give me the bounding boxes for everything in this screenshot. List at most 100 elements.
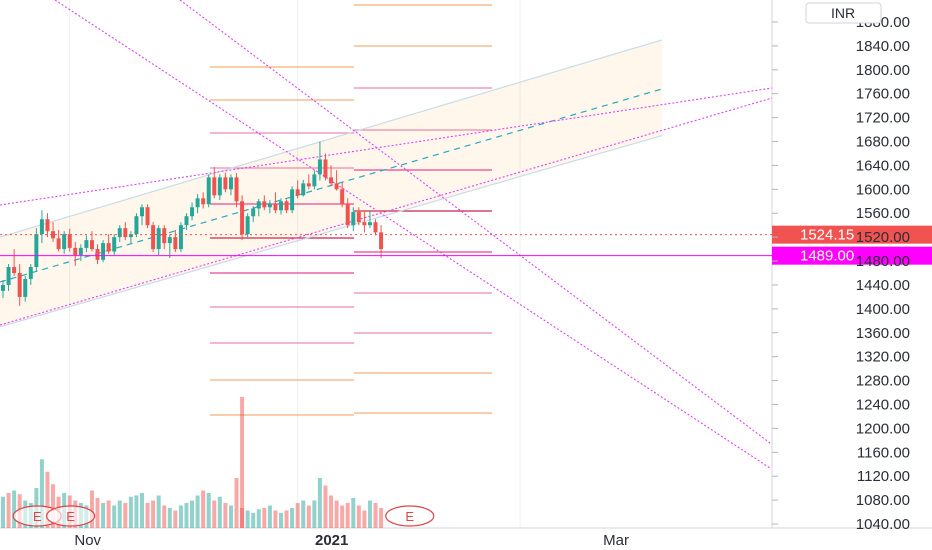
currency-badge[interactable]: INR [805,2,882,24]
candle-body [145,207,150,226]
candle-body [151,225,156,250]
price-axis[interactable]: 1880.001840.001800.001760.001720.001680.… [772,14,910,533]
earnings-marker[interactable] [45,505,96,527]
candle-body [23,278,28,297]
candle-body [306,183,311,187]
y-tick-label: 1320.00 [856,349,910,366]
volume-bar [245,510,250,528]
volume-bar [228,505,233,528]
trend-lines [0,0,773,469]
candle-body [12,267,17,273]
candle-body [51,231,56,239]
volume-bar [273,510,278,528]
volume-bar [190,500,195,528]
volume-bar [351,498,356,528]
earnings-marker[interactable] [385,505,435,527]
volume-bar [334,500,339,528]
candle-body [351,212,356,226]
price-badge[interactable] [772,246,932,265]
candle-body [173,237,178,250]
candlestick-series [1,141,384,306]
channel-lower [0,134,663,328]
candle-body [256,201,261,209]
volume-bar [201,490,206,528]
y-tick-label: 1160.00 [857,444,910,461]
earnings-marker-label: E [405,509,414,524]
currency-badge-box [805,2,882,24]
volume-bar [140,493,144,528]
volume-bar [345,503,350,528]
candle-body [162,228,167,244]
candle-body [178,225,183,250]
currency-label: INR [831,5,855,21]
candle-body [317,159,322,175]
volume-bar [256,509,261,528]
y-tick-label: 1280.00 [856,373,910,390]
volume-bar [184,503,189,528]
volume-bar [95,498,100,528]
candle-body [251,208,256,217]
price-badge[interactable] [772,225,932,244]
candle-body [17,273,22,297]
volume-bar [173,510,178,528]
candle-body [240,201,245,235]
candle-body [106,243,111,252]
candle-body [212,177,217,196]
volume-bar [134,495,139,528]
candle-body [273,204,278,211]
y-tick-label: 1640.00 [856,157,910,174]
candle-body [329,177,334,184]
candle-body [28,267,33,279]
volume-bar [373,503,378,528]
candle-body [1,284,5,291]
candle-body [345,204,350,226]
candle-body [156,228,161,250]
candle-body [190,207,195,217]
volume-bar [290,508,295,528]
volume-bar [162,505,167,528]
volume-bar [367,500,372,528]
candle-body [112,237,117,252]
y-tick-label: 1040.00 [856,516,910,533]
volume-bar [117,500,122,528]
y-tick-label: 1720.00 [856,110,910,127]
volume-bar [45,471,50,528]
candle-body [117,228,122,238]
candle-body [340,189,345,205]
candle-body [356,212,361,223]
candle-body [84,240,89,248]
y-tick-label: 1080.00 [856,492,910,509]
candle-body [362,222,367,226]
volume-bar [217,496,222,528]
y-tick-label: 1440.00 [856,277,910,294]
volume-bar-spike [240,396,245,528]
volume-bar [251,513,256,528]
candle-body [123,228,128,238]
volume-bar [356,505,361,528]
candle-body [323,159,328,178]
x-tick-label: 2021 [315,532,348,549]
y-tick-label: 1240.00 [856,396,910,413]
time-axis[interactable]: Nov 2021 Mar [74,532,629,549]
volume-bar [379,508,384,528]
earnings-marker-label: E [33,509,42,524]
candle-body [379,232,384,250]
candle-body [334,183,339,190]
candle-body [101,243,106,260]
candle-body [373,222,378,233]
y-tick-label: 1600.00 [856,181,910,198]
y-tick-label: 1840.00 [856,38,910,55]
candle-body [267,204,272,208]
volume-bar [267,505,272,528]
candle-body [167,237,172,244]
candle-body [279,201,283,211]
volume-bar [306,505,311,528]
volume-bar [156,495,161,528]
candle-body [295,189,300,196]
volume-bar [51,484,56,528]
candle-body [184,216,189,226]
candle-body [134,216,139,235]
volume-bar [195,495,200,528]
